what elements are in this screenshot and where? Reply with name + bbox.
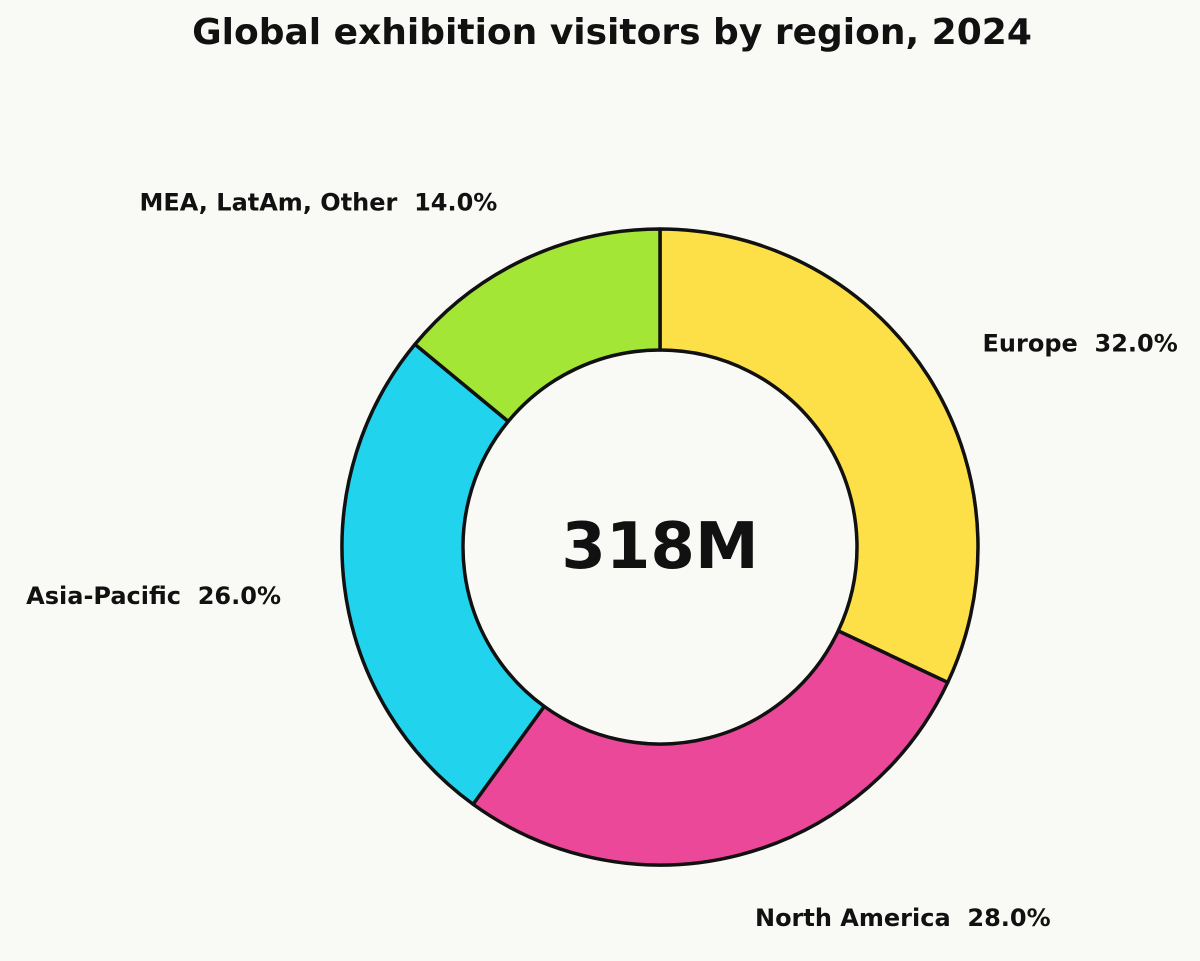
slice-label: Asia-Pacific 26.0% [26,582,281,610]
center-total-label: 318M [561,510,758,584]
slice-north-america [471,629,950,867]
slices [340,227,980,867]
slice-europe [658,227,980,685]
slice-asia-pacific [340,342,546,807]
slice-label: MEA, LatAm, Other 14.0% [140,188,498,216]
slice-label: Europe 32.0% [983,329,1178,357]
chart-title: Global exhibition visitors by region, 20… [192,12,1032,53]
slice-label: North America 28.0% [755,904,1051,932]
slice-mea-latam-other [413,227,662,424]
slice-labels: Europe 32.0% North America 28.0% Asia-Paci… [26,188,1178,932]
